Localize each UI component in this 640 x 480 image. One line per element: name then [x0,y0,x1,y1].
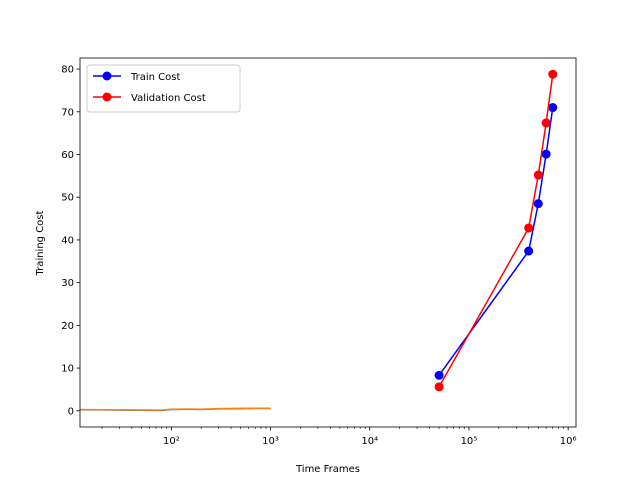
plot-layer [79,69,558,412]
train-cost-point [533,199,543,209]
x-tick-label: 10⁵ [461,436,478,447]
legend-train-marker [102,71,112,81]
y-axis-label: Training Cost [35,210,46,276]
legend-train-label: Train Cost [130,72,180,83]
legend-box [86,64,241,113]
y-tick-label: 80 [61,65,74,76]
series-3-line [79,407,271,411]
train-cost-point [434,370,444,380]
train-cost-point [548,103,558,113]
y-tick-label: 30 [61,278,74,289]
validation-cost-point [524,223,534,233]
y-tick-label: 10 [61,364,74,375]
validation-cost-point [548,69,558,79]
validation-cost-point [434,382,444,392]
y-tick-label: 40 [61,235,74,246]
legend-validation-label: Validation Cost [131,93,206,104]
y-tick-label: 60 [61,150,74,161]
validation-cost-point [533,170,543,180]
x-tick-label: 10⁴ [361,436,378,447]
x-axis-label: Time Frames [295,464,360,475]
y-tick-label: 50 [61,193,74,204]
train-cost-point [541,149,551,159]
x-tick-label: 10² [163,436,180,447]
legend-validation-marker [102,92,112,102]
train-cost-point [524,246,534,256]
tick-layer: 10² 10³ 10⁴ 10⁵ 10⁶ 0 10 20 30 40 50 60 70 80 [61,65,576,447]
y-tick-label: 70 [61,107,74,118]
validation-cost-point [541,118,551,128]
x-tick-label: 10³ [262,436,279,447]
axes-frame [79,57,577,428]
legend: Train Cost Validation Cost [86,64,241,113]
x-tick-label: 10⁶ [560,436,577,447]
y-tick-label: 20 [61,321,74,332]
y-tick-label: 0 [68,406,74,417]
